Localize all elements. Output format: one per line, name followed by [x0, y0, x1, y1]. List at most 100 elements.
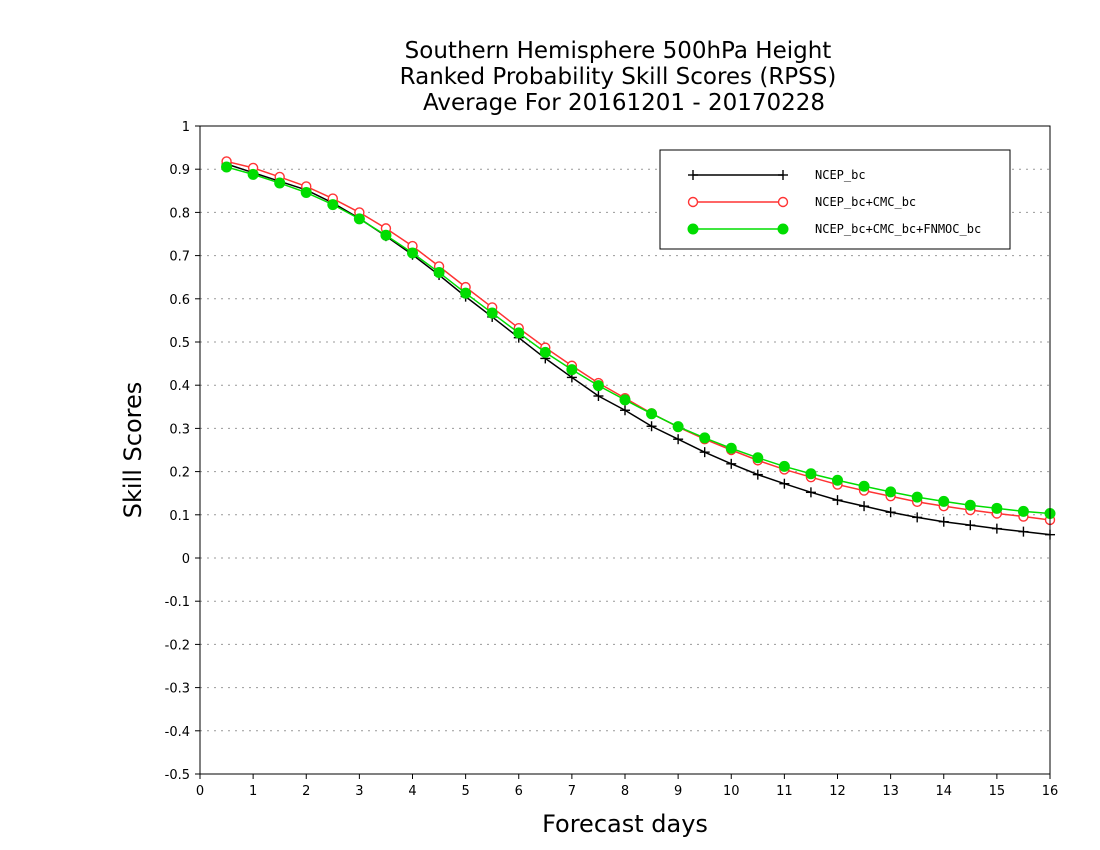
x-tick-label: 12	[829, 784, 846, 799]
plus-marker	[859, 501, 870, 512]
filled-circle-marker	[353, 213, 365, 225]
filled-circle-marker	[672, 421, 684, 433]
x-tick-label: 13	[882, 784, 899, 799]
y-tick-label: 0.1	[169, 509, 190, 524]
plus-marker	[699, 447, 710, 458]
x-tick-label: 1	[249, 784, 257, 799]
filled-circle-marker	[1017, 505, 1029, 517]
filled-circle-marker	[592, 380, 604, 392]
y-axis-label: Skill Scores	[119, 382, 147, 519]
y-tick-label: 0.8	[169, 206, 190, 221]
plus-marker	[991, 523, 1002, 534]
y-tick-label: 0	[182, 552, 190, 567]
filled-circle-marker	[327, 199, 339, 211]
x-tick-label: 5	[461, 784, 469, 799]
filled-circle-marker	[380, 229, 392, 241]
x-tick-label: 0	[196, 784, 204, 799]
y-tick-label: 0.7	[169, 250, 190, 265]
filled-circle-marker	[513, 327, 525, 339]
y-tick-label: -0.1	[165, 595, 190, 610]
plus-marker	[752, 469, 763, 480]
open-circle-marker	[687, 196, 699, 208]
legend-label: NCEP_bc+CMC_bc+FNMOC_bc	[815, 222, 981, 236]
title-line-3: Average For 20161201 - 20170228	[423, 90, 825, 116]
series-2	[221, 161, 1056, 520]
filled-circle-marker	[778, 460, 790, 472]
legend-label: NCEP_bc+CMC_bc	[815, 195, 916, 209]
filled-circle-marker	[777, 223, 789, 235]
legend-box	[659, 149, 1011, 250]
x-tick-label: 4	[408, 784, 416, 799]
x-tick-label: 10	[723, 784, 740, 799]
plus-marker	[912, 512, 923, 523]
plus-marker	[779, 478, 790, 489]
filled-circle-marker	[964, 499, 976, 511]
y-tick-label: -0.2	[165, 638, 190, 653]
plus-marker	[673, 434, 684, 445]
filled-circle-marker	[539, 346, 551, 358]
filled-circle-marker	[646, 408, 658, 420]
plus-marker	[726, 458, 737, 469]
plus-marker	[620, 405, 630, 416]
x-tick-label: 15	[989, 784, 1006, 799]
filled-circle-marker	[433, 266, 445, 278]
plus-marker	[832, 495, 843, 506]
x-tick-label: 14	[935, 784, 952, 799]
x-tick-label: 9	[674, 784, 682, 799]
filled-circle-marker	[619, 394, 631, 406]
x-tick-label: 8	[621, 784, 629, 799]
filled-circle-marker	[699, 432, 711, 444]
plus-marker	[885, 507, 896, 518]
filled-circle-marker	[832, 474, 843, 486]
filled-circle-marker	[911, 491, 923, 503]
filled-circle-marker	[805, 468, 817, 480]
filled-circle-marker	[858, 480, 870, 492]
y-tick-label: -0.4	[165, 725, 190, 740]
title-line-2: Ranked Probability Skill Scores (RPSS)	[400, 64, 837, 90]
filled-circle-marker	[687, 223, 699, 235]
chart-title: Southern Hemisphere 500hPa Height Ranked…	[400, 38, 837, 116]
y-tick-label: 0.5	[169, 336, 190, 351]
plus-marker	[593, 391, 604, 401]
y-tick-label: 0.2	[169, 466, 190, 481]
plus-marker	[778, 170, 788, 180]
y-tick-label: 0.3	[169, 422, 190, 437]
filled-circle-marker	[407, 247, 418, 259]
filled-circle-marker	[460, 287, 472, 299]
filled-circle-marker	[752, 452, 764, 464]
plus-marker	[1018, 526, 1029, 537]
grid	[200, 168, 1050, 732]
legend-entry: NCEP_bc	[688, 168, 866, 182]
plus-marker	[965, 520, 976, 531]
x-tick-label: 3	[355, 784, 363, 799]
filled-circle-marker	[247, 168, 259, 180]
y-axis: 1 0.9 0.8 0.7 0.6 0.5 0.4 0.3 0.2 0.1 0 -0.1 -0.2 -0.…	[165, 120, 200, 783]
filled-circle-marker	[991, 502, 1003, 514]
x-tick-label: 6	[515, 784, 523, 799]
x-axis: 0 1 2 3 4 5 6 7 8 9 10 11 12 13 14 15 16	[196, 774, 1058, 799]
title-line-1: Southern Hemisphere 500hPa Height	[405, 38, 832, 64]
filled-circle-marker	[725, 442, 737, 454]
x-tick-label: 11	[776, 784, 793, 799]
y-tick-label: 0.6	[169, 293, 190, 308]
filled-circle-marker	[938, 495, 950, 507]
legend: NCEP_bc NCEP_bc+CMC_bc NCEP_bc+CMC_bc+FNMO…	[659, 149, 1011, 250]
open-circle-marker	[777, 196, 789, 208]
filled-circle-marker	[274, 177, 286, 189]
plus-marker	[688, 170, 698, 180]
filled-circle-marker	[566, 364, 578, 376]
x-tick-label: 7	[568, 784, 576, 799]
x-axis-label: Forecast days	[542, 810, 708, 838]
y-tick-label: 1	[182, 120, 190, 135]
plus-marker	[805, 487, 816, 498]
legend-entry: NCEP_bc+CMC_bc+FNMOC_bc	[687, 222, 981, 236]
legend-entry: NCEP_bc+CMC_bc	[687, 195, 916, 209]
y-tick-label: -0.5	[165, 768, 190, 783]
y-tick-label: -0.3	[165, 682, 190, 697]
filled-circle-marker	[885, 486, 897, 498]
filled-circle-marker	[486, 307, 498, 319]
filled-circle-marker	[300, 187, 312, 199]
y-tick-label: 0.9	[169, 163, 190, 178]
filled-circle-marker	[221, 161, 233, 173]
